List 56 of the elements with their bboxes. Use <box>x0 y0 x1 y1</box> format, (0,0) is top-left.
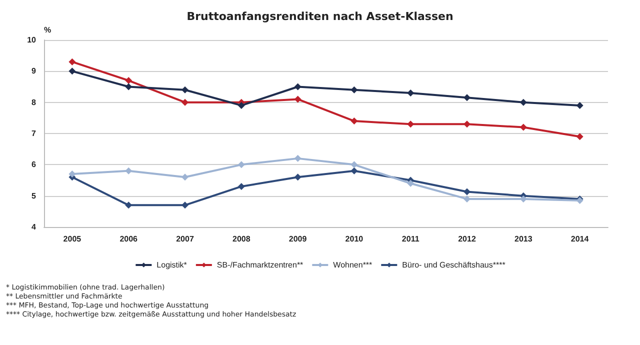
point <box>350 118 358 125</box>
point <box>407 180 414 187</box>
y-tick-label: 7 <box>32 129 37 138</box>
y-axis-title: % <box>44 26 52 34</box>
point <box>68 58 76 66</box>
y-tick-label: 9 <box>32 66 37 76</box>
legend-label: Büro- und Geschäftshaus**** <box>402 260 506 270</box>
point <box>520 98 527 106</box>
point <box>238 102 245 109</box>
point <box>125 83 132 90</box>
point <box>182 202 188 209</box>
x-tick-label: 2005 <box>63 234 82 244</box>
x-tick-label: 2008 <box>232 234 251 244</box>
point <box>407 89 414 96</box>
point <box>464 94 470 102</box>
legend-label: SB-/Fachmarktzentren** <box>216 260 304 270</box>
point <box>350 161 358 168</box>
y-tick-label: 6 <box>32 160 37 170</box>
point <box>294 96 302 103</box>
point <box>182 98 188 106</box>
y-tick-label: 5 <box>32 191 37 200</box>
y-tick-label: 10 <box>27 36 37 44</box>
x-tick-label: 2009 <box>288 234 308 244</box>
x-tick-label: 2012 <box>458 234 476 244</box>
point <box>238 182 245 190</box>
x-tick-label: 2014 <box>570 234 590 244</box>
point <box>407 120 414 128</box>
y-tick-label: 8 <box>32 98 37 107</box>
legend-label: Wohnen*** <box>333 260 372 270</box>
point <box>294 83 302 90</box>
point <box>294 174 302 181</box>
x-tick-label: 2011 <box>402 234 420 244</box>
point <box>464 120 470 128</box>
point <box>125 77 132 84</box>
point <box>576 102 584 109</box>
point <box>238 161 245 168</box>
point <box>125 202 132 209</box>
point <box>576 133 584 140</box>
y-tick-label: 4 <box>32 222 37 232</box>
x-tick-label: 2010 <box>345 234 364 244</box>
point <box>464 195 470 202</box>
x-tick-label: 2007 <box>176 234 194 244</box>
point <box>182 86 188 94</box>
legend-label: Logistik* <box>156 260 187 270</box>
x-tick-label: 2006 <box>120 234 138 244</box>
point <box>350 86 358 94</box>
point <box>125 167 132 174</box>
point <box>520 124 527 131</box>
point <box>294 154 302 162</box>
point <box>68 68 76 75</box>
point <box>68 170 76 178</box>
chart-title: Bruttoanfangsrenditen nach Asset-Klassen <box>186 10 454 23</box>
point <box>464 188 470 196</box>
point <box>182 174 188 181</box>
x-tick-label: 2013 <box>514 234 533 244</box>
point <box>350 167 358 174</box>
